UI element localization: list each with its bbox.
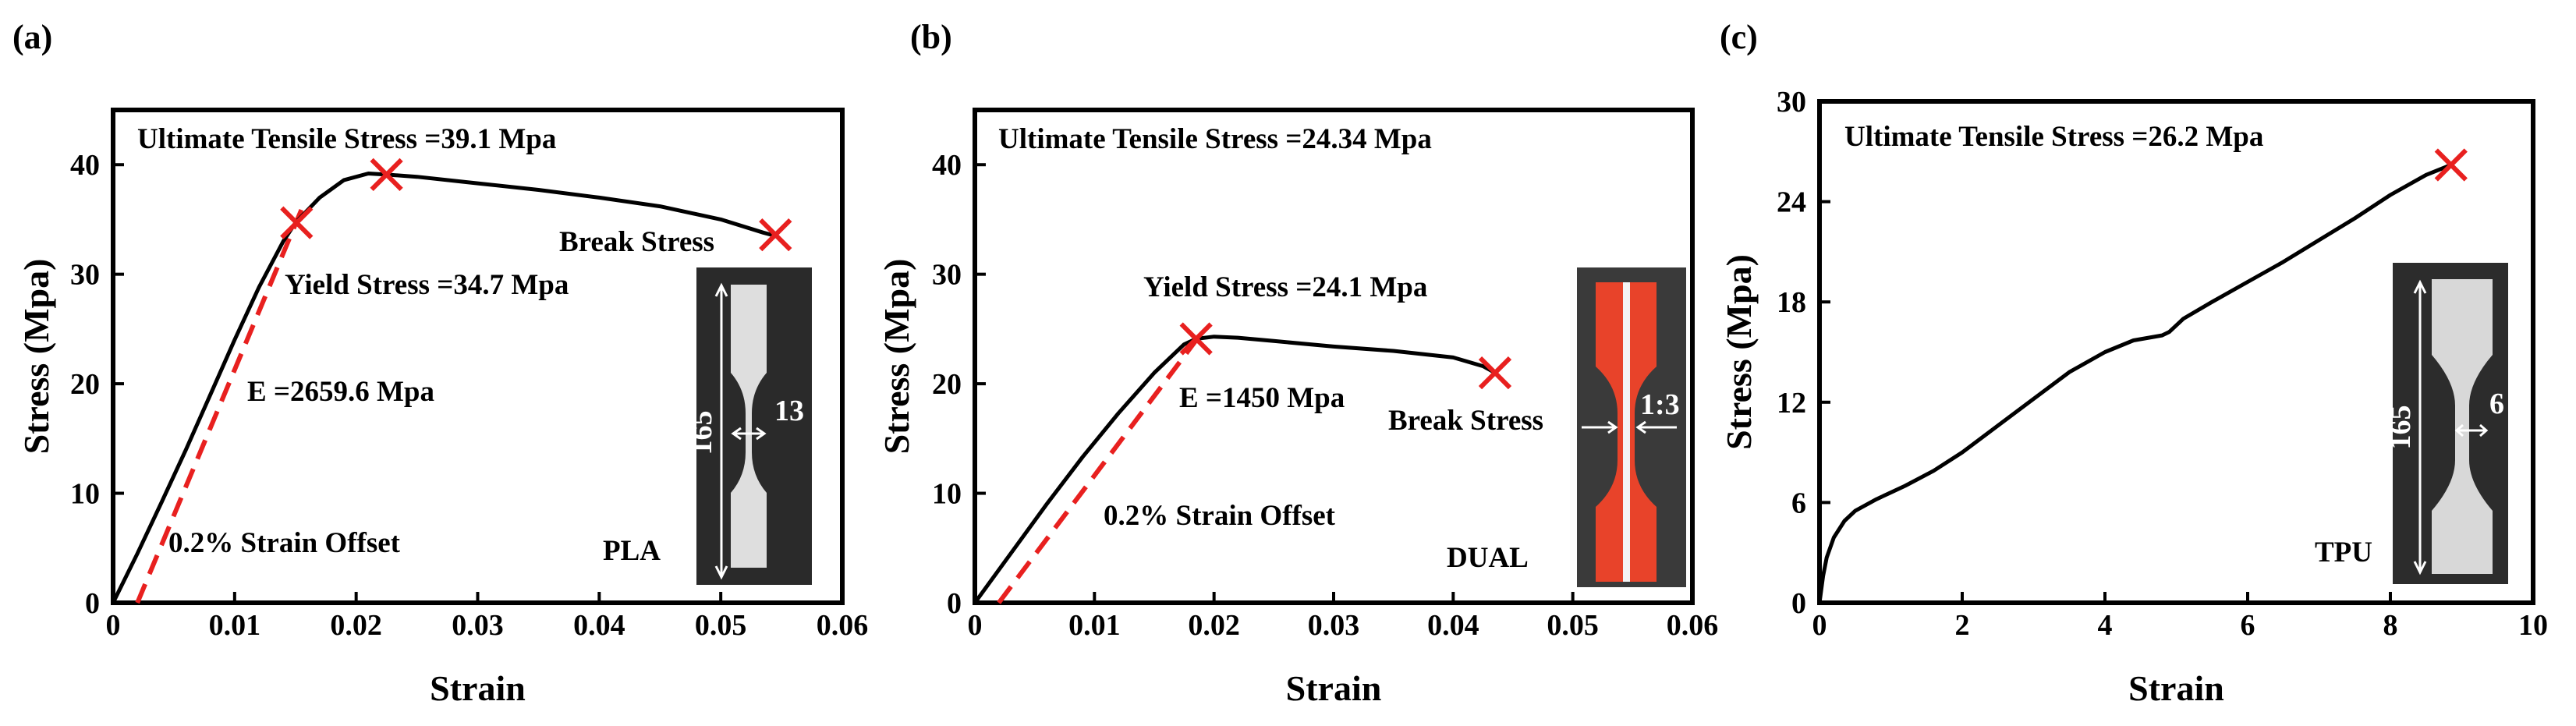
plot-c-inset: 165 6: [2384, 263, 2508, 584]
series-line: [1817, 162, 2454, 605]
x-tick-label: 4: [2098, 609, 2113, 642]
y-tick-label: 12: [1777, 387, 1806, 420]
annot-a-offset: 0.2% Strain Offset: [168, 527, 401, 559]
x-tick-label: 0.04: [573, 609, 625, 642]
marker-break: [1478, 356, 1512, 390]
marker-yield: [280, 206, 314, 239]
y-tick-label: 30: [1777, 86, 1806, 119]
y-tick-label: 20: [932, 368, 962, 401]
x-tick-label: 0.06: [817, 609, 869, 642]
inset-c-width-label: 6: [2489, 388, 2504, 420]
annot-c-uts: Ultimate Tensile Stress =26.2 Mpa: [1844, 121, 2263, 153]
annot-b-break: Break Stress: [1388, 405, 1543, 437]
marker-ultimate: [370, 158, 403, 191]
x-tick-label: 10: [2518, 609, 2548, 642]
marker-break: [759, 218, 792, 252]
y-tick-label: 30: [932, 259, 962, 292]
x-tick-label: 0.03: [452, 609, 504, 642]
y-axis-label: Stress (Mpa): [1719, 254, 1759, 450]
x-tick-label: 0.06: [1667, 609, 1719, 642]
y-tick-label: 10: [70, 478, 100, 511]
inset-a-arrowhead-bottom: [714, 565, 728, 580]
x-tick-label: 0.05: [695, 609, 747, 642]
y-tick-label: 18: [1777, 286, 1806, 319]
annot-c-material: TPU: [2315, 537, 2372, 568]
plot-a-axes: 0 0.01 0.02 0.03 0.04 0.05 0.06 0 10 20 30 40 Strain…: [16, 108, 869, 708]
x-tick-label: 0.05: [1547, 609, 1599, 642]
panel-label-a: (a): [12, 18, 52, 56]
x-tick-label: 2: [1955, 609, 1970, 642]
annot-a-uts: Ultimate Tensile Stress =39.1 Mpa: [137, 123, 556, 155]
offset-line: [997, 334, 1202, 604]
annot-b-yield: Yield Stress =24.1 Mpa: [1143, 271, 1427, 303]
series-line: [973, 335, 1497, 605]
y-tick-label: 0: [85, 587, 100, 620]
y-axis-label: Stress (Mpa): [877, 259, 916, 455]
inset-b-ratio-label: 1:3: [1640, 388, 1680, 421]
x-tick-label: 0.03: [1308, 609, 1360, 642]
y-tick-label: 0: [947, 587, 962, 620]
plot-c-frame: [1817, 99, 2535, 605]
y-tick-label: 0: [1791, 587, 1806, 620]
x-tick-label: 0.02: [1188, 609, 1240, 642]
plot-b-inset: 1:3: [1577, 267, 1686, 587]
inset-a-arrowhead-top: [714, 282, 728, 297]
y-tick-label: 30: [70, 259, 100, 292]
y-tick-label: 20: [70, 368, 100, 401]
inset-c-length-label: 165: [2384, 405, 2417, 450]
marker-yield: [1179, 322, 1213, 356]
inset-c-arrowhead-top: [2413, 279, 2427, 294]
x-axis-label: Strain: [2128, 668, 2224, 708]
annot-b-offset: 0.2% Strain Offset: [1104, 500, 1336, 532]
annot-b-uts: Ultimate Tensile Stress =24.34 Mpa: [998, 123, 1432, 155]
panel-b: (b) 0 0.01 0.02 0.03 0.04 0.05 0.06 0 10 20 30 40 St…: [877, 18, 1718, 708]
plot-b-axes: 0 0.01 0.02 0.03 0.04 0.05 0.06 0 10 20 30 40 Strain…: [877, 108, 1719, 708]
x-axis-label: Strain: [1286, 668, 1382, 708]
inset-a-specimen: [731, 285, 767, 568]
y-tick-label: 40: [932, 149, 962, 182]
inset-c-width-arrowheads: [2454, 423, 2489, 437]
panel-label-b: (b): [910, 18, 952, 56]
x-tick-label: 6: [2241, 609, 2255, 642]
inset-b-core-stripe: [1623, 282, 1630, 582]
x-tick-label: 0.01: [209, 609, 261, 642]
x-tick-label: 0.01: [1068, 609, 1121, 642]
series-line: [111, 172, 778, 605]
panel-a: (a) 0 0.01 0.02 0.03 0.04 0.05 0.06 0 10 20 30 40 St…: [12, 18, 868, 708]
offset-line: [135, 208, 304, 604]
x-tick-label: 0: [106, 609, 121, 642]
inset-b-arrowhead-right: [1635, 420, 1646, 434]
y-tick-label: 6: [1791, 487, 1806, 519]
annot-b-material: DUAL: [1447, 542, 1529, 574]
inset-c-arrowhead-bottom: [2413, 561, 2427, 575]
inset-b-arrowhead-left: [1607, 420, 1618, 434]
annot-a-yield: Yield Stress =34.7 Mpa: [285, 269, 569, 301]
x-tick-label: 0: [1812, 609, 1827, 642]
inset-a-length-label: 165: [686, 411, 718, 455]
marker-ultimate: [2434, 148, 2468, 182]
x-axis-label: Strain: [430, 668, 526, 708]
annot-a-material: PLA: [603, 535, 661, 567]
annot-a-modulus: E =2659.6 Mpa: [247, 376, 434, 408]
panel-label-c: (c): [1720, 18, 1758, 56]
x-tick-label: 0.04: [1427, 609, 1479, 642]
x-tick-label: 0.02: [330, 609, 382, 642]
y-tick-label: 10: [932, 478, 962, 511]
annot-a-break: Break Stress: [559, 226, 714, 258]
x-tick-label: 8: [2383, 609, 2398, 642]
inset-a-width-label: 13: [774, 395, 804, 427]
y-tick-label: 40: [70, 149, 100, 182]
annot-b-modulus: E =1450 Mpa: [1179, 382, 1345, 414]
plot-a-inset: 165 13: [686, 267, 812, 585]
x-tick-label: 0: [968, 609, 983, 642]
y-axis-label: Stress (Mpa): [16, 259, 56, 455]
y-tick-label: 24: [1777, 186, 1806, 219]
inset-a-width-arrowheads: [731, 427, 767, 441]
